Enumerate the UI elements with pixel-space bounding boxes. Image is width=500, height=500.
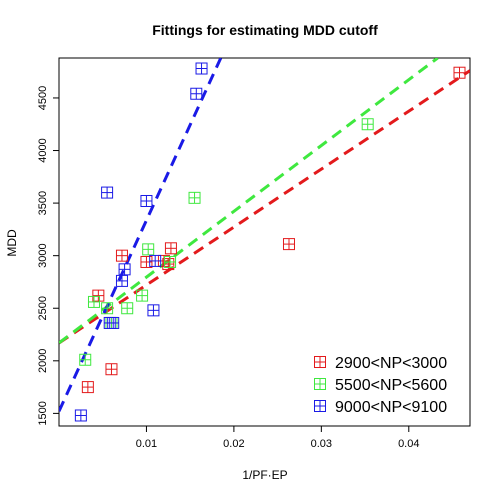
data-point [87,295,100,308]
legend-marker [314,378,326,390]
y-tick-label: 2000 [37,349,49,373]
data-point [121,302,134,315]
data-point [115,249,128,262]
x-tick-label: 0.01 [136,438,157,450]
y-tick-label: 1500 [37,401,49,425]
y-axis: 1500 2000 2500 3000 3500 4000 4500 [37,86,59,426]
y-tick-label: 3000 [37,243,49,267]
data-point [140,194,153,207]
data-point [74,409,87,422]
x-tick-label: 0.03 [311,438,332,450]
data-point [140,255,153,268]
y-tick-label: 4000 [37,138,49,162]
data-point [101,302,114,315]
x-tick-label: 0.02 [223,438,244,450]
data-point [164,255,177,268]
legend: 2900<NP<3000 5500<NP<5600 9000<NP<9100 [314,355,447,416]
y-tick-label: 2500 [37,296,49,320]
x-axis-label: 1/PF·EP [242,468,287,482]
plot-frame [58,57,471,427]
legend-label: 9000<NP<9100 [335,399,447,416]
data-point [79,353,92,366]
legend-label: 2900<NP<3000 [335,355,447,372]
data-point [188,191,201,204]
data-point [361,118,374,131]
chart-title: Fittings for estimating MDD cutoff [152,22,378,38]
data-point [101,186,114,199]
data-point [105,363,118,376]
y-tick-label: 3500 [37,191,49,215]
data-point [195,62,208,75]
fit-line [59,69,470,345]
data-point [164,242,177,255]
data-point [190,87,203,100]
data-point [118,263,131,276]
data-point [107,316,120,329]
data-points [74,62,466,422]
data-point [92,289,105,302]
data-point [136,289,149,302]
data-point [453,66,466,79]
y-tick-label: 4500 [37,86,49,110]
data-point [81,381,94,394]
fit-line [59,58,223,412]
x-axis: 0.01 0.02 0.03 0.04 [136,426,419,450]
y-axis-label: MDD [5,229,19,257]
fit-lines [59,58,470,412]
data-point [282,238,295,251]
legend-marker [314,356,326,368]
legend-marker [314,400,326,412]
data-point [149,254,162,267]
legend-label: 5500<NP<5600 [335,377,447,394]
data-point [147,304,160,317]
x-tick-label: 0.04 [398,438,419,450]
data-point [142,243,155,256]
fit-line [59,58,439,345]
data-point [115,274,128,287]
